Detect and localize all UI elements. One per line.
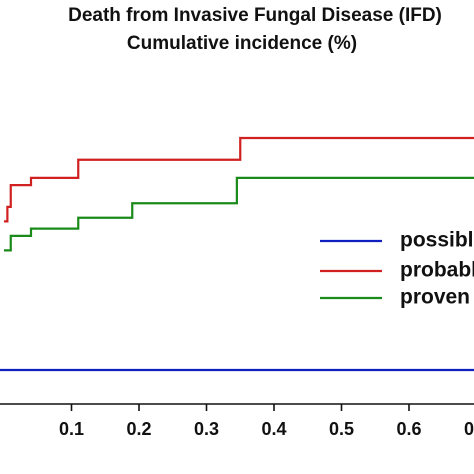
legend-label-proven: proven: [400, 286, 470, 309]
x-tick-label-4: 0.5: [329, 419, 354, 439]
series-line-probable: [4, 136, 474, 223]
x-tick-label-5: 0.6: [396, 419, 421, 439]
x-tick-label-2: 0.3: [194, 419, 219, 439]
x-tick-label-0: 0.1: [59, 419, 84, 439]
series-line-proven: [4, 176, 474, 252]
x-tick-label-1: 0.2: [126, 419, 151, 439]
legend-label-probable: probable: [400, 259, 474, 282]
chart-title: Death from Invasive Fungal Disease (IFD): [68, 5, 442, 26]
chart-subtitle: Cumulative incidence (%): [126, 33, 358, 54]
x-tick-label-3: 0.4: [261, 419, 286, 439]
legend-label-possible: possible: [400, 229, 474, 252]
x-tick-label-6: 0.7: [464, 419, 474, 439]
